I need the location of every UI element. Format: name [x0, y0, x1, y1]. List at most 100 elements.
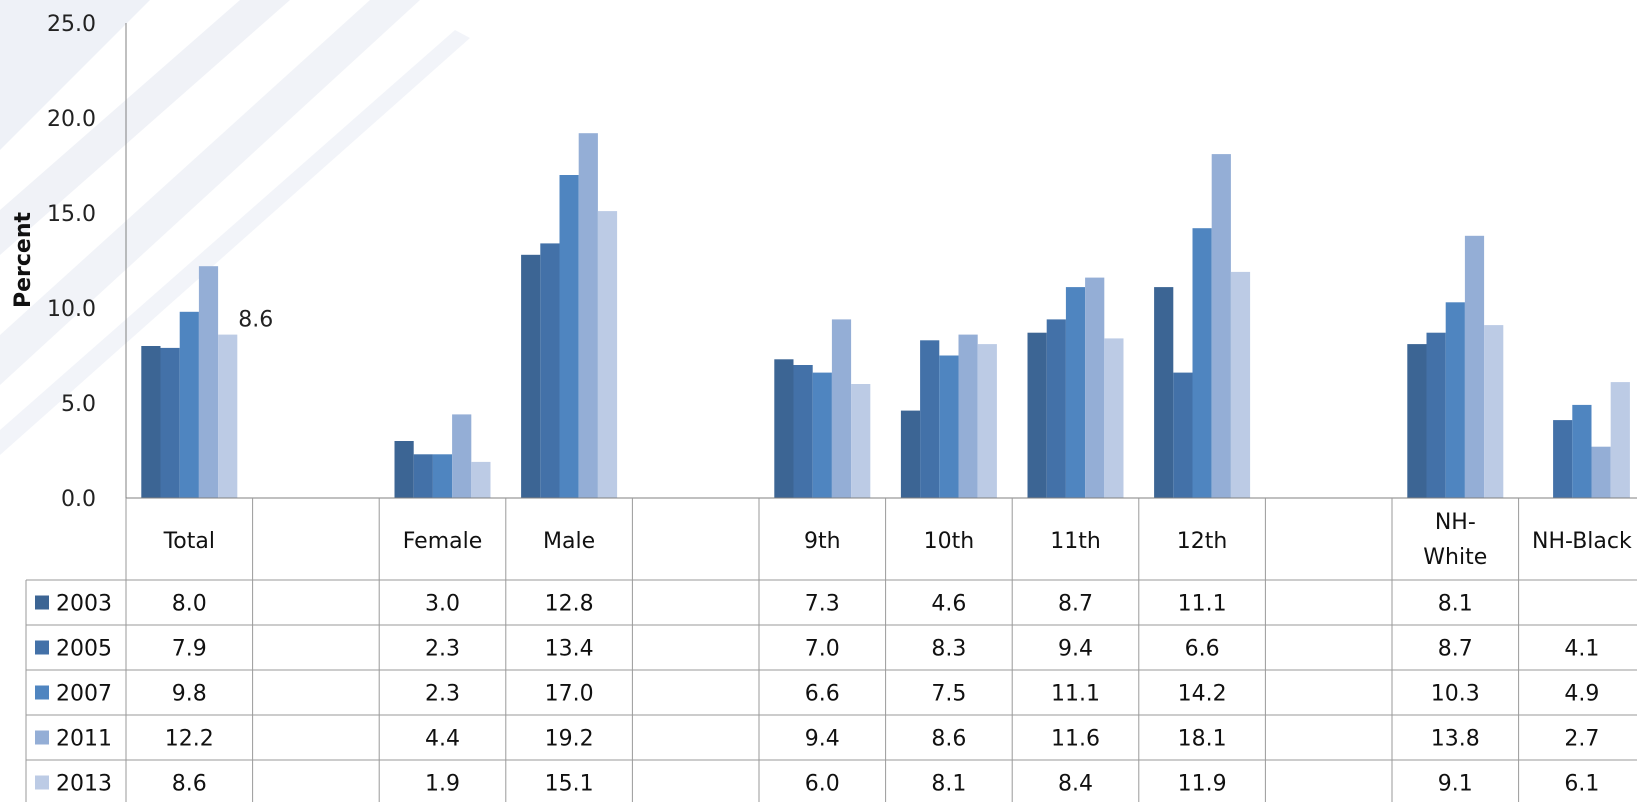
category-label: Total — [163, 529, 215, 554]
bar-male-2007 — [559, 175, 579, 498]
table-cell-2007-female: 2.3 — [425, 682, 460, 707]
y-axis: 0.0 5.0 10.0 15.0 20.0 25.0 Percent — [11, 12, 127, 512]
bar-11th-2003 — [1027, 332, 1047, 498]
bars-group: 8.6 — [141, 133, 1630, 499]
bar-nh-white-2011 — [1464, 235, 1485, 499]
bar-10th-2007 — [939, 355, 959, 498]
table-cell-2003-total: 8.0 — [172, 592, 207, 617]
y-tick-label: 20.0 — [47, 107, 96, 132]
table-cell-2011-nh-black: 2.7 — [1564, 727, 1599, 752]
table-cell-2013-12th: 11.9 — [1178, 772, 1227, 797]
bar-total-2007 — [179, 311, 199, 498]
legend-label-2003: 2003 — [56, 592, 112, 617]
bar-12th-2005 — [1173, 372, 1193, 498]
bar-10th-2011 — [958, 334, 978, 498]
category-label: NH-Black — [1532, 529, 1632, 554]
background-stripes — [0, 0, 470, 455]
table-cell-2003-male: 12.8 — [545, 592, 594, 617]
legend-swatch-2011 — [35, 730, 49, 745]
bar-total-2003 — [141, 346, 161, 498]
bar-nh-white-2007 — [1445, 302, 1465, 498]
table-cell-2007-male: 17.0 — [545, 682, 594, 707]
table-cell-2011-11th: 11.6 — [1051, 727, 1100, 752]
category-label: 9th — [804, 529, 841, 554]
bar-12th-2007 — [1192, 228, 1212, 498]
legend-label-2011: 2011 — [56, 727, 112, 752]
bar-male-2003 — [521, 254, 541, 498]
table-cell-2013-male: 15.1 — [545, 772, 594, 797]
table-cell-2007-nh-black: 4.9 — [1564, 682, 1599, 707]
bar-male-2005 — [540, 243, 560, 498]
bar-9th-2005 — [793, 365, 813, 498]
bar-9th-2003 — [774, 359, 794, 498]
table-cell-2003-female: 3.0 — [425, 592, 460, 617]
data-table: Total Female Male 9th 10th 11th 12th NH- White NH… — [25, 497, 1637, 802]
table-cell-2005-female: 2.3 — [425, 637, 460, 662]
bar-nh-black-2005 — [1553, 420, 1573, 498]
bar-9th-2011 — [831, 319, 852, 498]
category-label: 12th — [1177, 529, 1228, 554]
table-cell-2013-female: 1.9 — [425, 772, 460, 797]
legend-swatch-2005 — [35, 640, 49, 655]
table-cell-2013-10th: 8.1 — [931, 772, 966, 797]
category-label: Female — [403, 529, 483, 554]
bar-nh-white-2005 — [1426, 332, 1446, 498]
table-cell-2011-10th: 8.6 — [931, 727, 966, 752]
bar-9th-2013 — [851, 384, 871, 498]
table-cell-2003-10th: 4.6 — [931, 592, 966, 617]
y-tick-label: 5.0 — [61, 392, 96, 417]
table-cell-2011-female: 4.4 — [425, 727, 460, 752]
bar-male-2011 — [578, 133, 598, 498]
legend-swatch-2013 — [35, 775, 49, 790]
y-axis-title: Percent — [11, 212, 36, 309]
table-cell-2005-12th: 6.6 — [1185, 637, 1220, 662]
bar-total-2005 — [160, 347, 180, 498]
bar-11th-2011 — [1085, 277, 1105, 498]
table-cell-2003-11th: 8.7 — [1058, 592, 1093, 617]
legend-label-2007: 2007 — [56, 682, 112, 707]
y-tick-label: 15.0 — [47, 202, 96, 227]
category-label: Male — [543, 529, 595, 554]
table-cell-2005-nh-black: 4.1 — [1564, 637, 1599, 662]
bar-9th-2007 — [812, 372, 832, 498]
bar-nh-black-2013 — [1610, 382, 1630, 498]
table-cell-2005-total: 7.9 — [172, 637, 207, 662]
bar-total-2011 — [198, 266, 219, 498]
bar-11th-2013 — [1104, 338, 1124, 498]
bar-total-2013 — [218, 334, 238, 498]
table-cell-2003-nh-white: 8.1 — [1438, 592, 1473, 617]
bar-10th-2013 — [977, 344, 997, 498]
table-cell-2007-nh-white: 10.3 — [1431, 682, 1480, 707]
table-cell-2005-nh-white: 8.7 — [1438, 637, 1473, 662]
table-cell-2013-9th: 6.0 — [805, 772, 840, 797]
category-label: White — [1423, 545, 1487, 570]
bar-female-2003 — [394, 441, 414, 498]
table-cell-2007-total: 9.8 — [172, 682, 207, 707]
table-cell-2013-nh-white: 9.1 — [1438, 772, 1473, 797]
bar-12th-2013 — [1230, 271, 1251, 498]
table-cell-2007-12th: 14.2 — [1178, 682, 1227, 707]
bar-female-2011 — [452, 414, 472, 498]
y-tick-label: 0.0 — [61, 487, 96, 512]
y-tick-label: 25.0 — [47, 12, 96, 37]
bar-nh-white-2013 — [1484, 325, 1504, 498]
table-cell-2013-total: 8.6 — [172, 772, 207, 797]
legend-label-2005: 2005 — [56, 637, 112, 662]
bar-male-2013 — [597, 211, 618, 498]
bar-female-2013 — [471, 461, 491, 498]
table-cell-2013-nh-black: 6.1 — [1564, 772, 1599, 797]
legend-swatch-2007 — [35, 685, 49, 700]
table-cell-2005-10th: 8.3 — [931, 637, 966, 662]
table-cell-2013-11th: 8.4 — [1058, 772, 1093, 797]
category-label: 10th — [924, 529, 975, 554]
legend-label-2013: 2013 — [56, 772, 112, 797]
bar-11th-2007 — [1065, 287, 1086, 498]
bar-nh-black-2011 — [1591, 446, 1611, 498]
bar-12th-2003 — [1154, 287, 1174, 498]
bar-12th-2011 — [1211, 154, 1231, 498]
table-cell-2007-10th: 7.5 — [931, 682, 966, 707]
table-cell-2005-11th: 9.4 — [1058, 637, 1093, 662]
y-tick-label: 10.0 — [47, 297, 96, 322]
